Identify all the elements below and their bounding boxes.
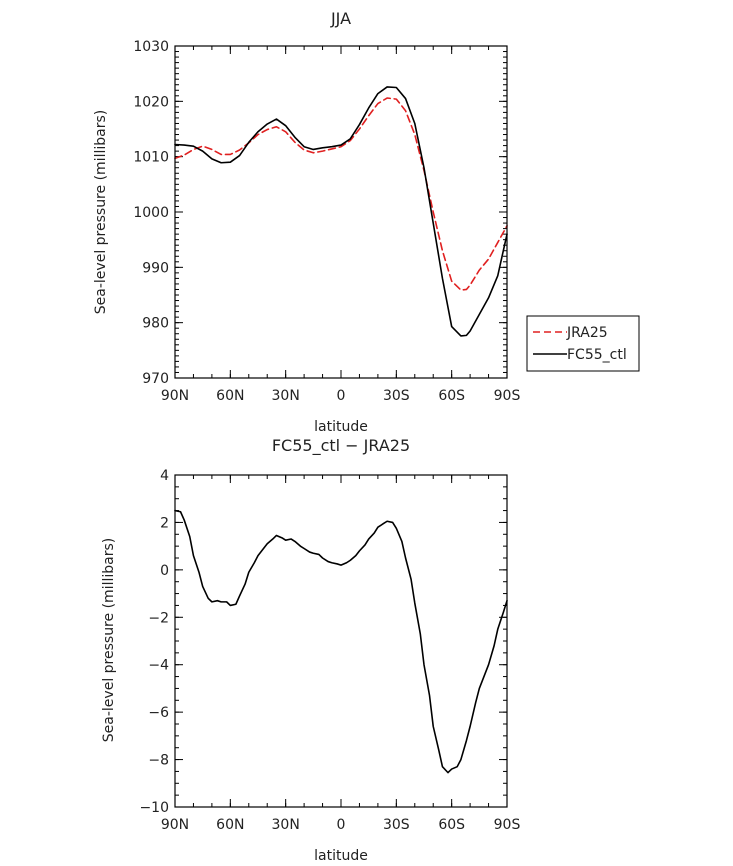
plot-frame <box>174 474 508 808</box>
x-tick-label: 30S <box>383 817 410 833</box>
x-tick-label: 30S <box>383 388 410 404</box>
x-tick-label: 60N <box>216 817 244 833</box>
y-tick-label: 1010 <box>133 150 169 166</box>
x-tick-label: 0 <box>337 817 346 833</box>
chart-panel-jja: JJA Sea-level pressure (millibars) latit… <box>93 9 520 435</box>
y-tick-label: −2 <box>148 610 169 626</box>
x-axis-title: latitude <box>314 419 368 435</box>
series-line-jra25 <box>174 97 508 291</box>
y-axis-title: Sea-level pressure (millibars) <box>101 538 117 742</box>
y-tick-label: −4 <box>148 658 169 674</box>
plot-frame <box>174 45 508 379</box>
chart-title: FC55_ctl − JRA25 <box>272 436 410 456</box>
y-tick-label: −8 <box>148 753 169 769</box>
y-tick-label: 1030 <box>133 39 169 55</box>
legend-label-jra25: JRA25 <box>566 325 608 341</box>
x-tick-label: 90S <box>494 817 521 833</box>
x-tick-label: 30N <box>272 388 300 404</box>
legend-label-fc55ctl: FC55_ctl <box>567 347 627 363</box>
x-tick-label: 90N <box>161 817 189 833</box>
y-tick-label: −10 <box>139 800 169 816</box>
chart-title: JJA <box>330 9 351 28</box>
y-tick-label: 1000 <box>133 205 169 221</box>
x-axis-title: latitude <box>314 848 368 864</box>
x-tick-label: 90N <box>161 388 189 404</box>
x-tick-label: 60S <box>438 388 465 404</box>
y-tick-label: −6 <box>148 705 169 721</box>
series-group <box>174 86 508 337</box>
x-tick-label: 60S <box>438 817 465 833</box>
y-axis-title: Sea-level pressure (millibars) <box>93 110 109 314</box>
y-tick-label: 4 <box>160 468 169 484</box>
chart-panel-difference: FC55_ctl − JRA25 Sea-level pressure (mil… <box>101 436 520 864</box>
axis-ticks: 970 980 990 1000 1010 1020 1030 90N 60N 30N 0 30S 60… <box>133 39 520 404</box>
legend: JRA25 FC55_ctl <box>526 315 640 372</box>
y-tick-label: 970 <box>142 371 169 387</box>
legend-box <box>526 315 640 372</box>
axis-ticks: −10 −8 −6 −4 −2 0 2 4 90N 60N 30N 0 30S 60S 90S <box>139 468 520 833</box>
x-tick-label: 90S <box>494 388 521 404</box>
series-group <box>174 509 508 774</box>
y-tick-label: 0 <box>160 563 169 579</box>
x-tick-label: 30N <box>272 817 300 833</box>
y-tick-label: 990 <box>142 260 169 276</box>
y-tick-label: 1020 <box>133 94 169 110</box>
x-tick-label: 60N <box>216 388 244 404</box>
series-line-fc55-ctl <box>174 86 508 337</box>
x-tick-label: 0 <box>337 388 346 404</box>
y-tick-label: 2 <box>160 515 169 531</box>
series-line-difference <box>174 509 508 774</box>
y-tick-label: 980 <box>142 316 169 332</box>
